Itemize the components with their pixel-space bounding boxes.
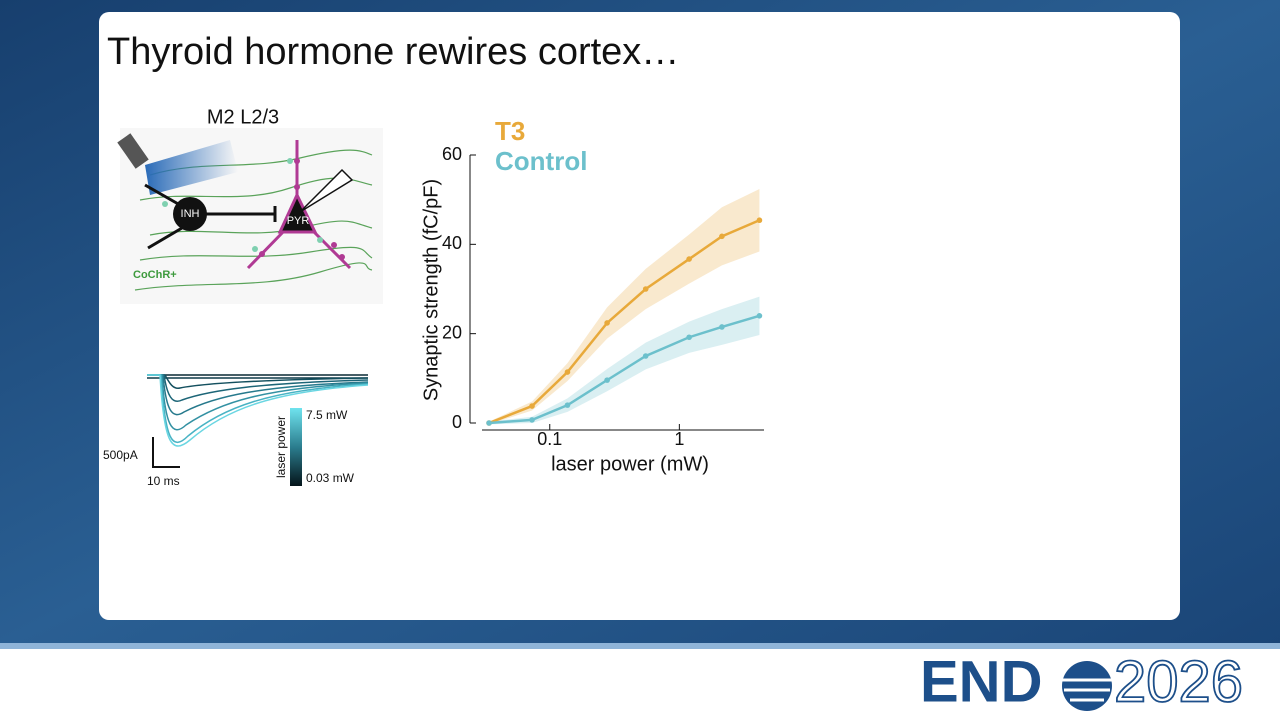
error-band (489, 296, 760, 425)
slide-card (99, 12, 1180, 620)
y-tick-label: 40 (442, 233, 462, 253)
circuit-diagram: M2 L2/3 INH PYR CoChR+ (117, 106, 383, 304)
data-point (756, 217, 763, 224)
y-tick-label: 0 (452, 412, 462, 432)
logo-left: END (920, 649, 1042, 714)
colorbar-max: 7.5 mW (306, 408, 348, 422)
footer-rule (0, 643, 1280, 649)
data-point (642, 286, 649, 292)
scale-time: 10 ms (147, 474, 180, 488)
x-tick-label: 1 (674, 429, 684, 449)
current-traces (147, 374, 369, 468)
data-point (529, 403, 535, 409)
data-point (564, 402, 571, 408)
data-point (719, 324, 725, 330)
colorbar-min: 0.03 mW (306, 471, 355, 485)
data-point (686, 334, 692, 341)
colorbar (290, 408, 302, 486)
logo: END 2026 (920, 648, 1244, 715)
legend-entry: Control (495, 146, 587, 176)
data-point (486, 420, 492, 426)
slide-title: Thyroid hormone rewires cortex… (107, 31, 679, 73)
legend-entry: T3 (495, 116, 525, 146)
y-axis-title: Synaptic strength (fC/pF) (420, 179, 442, 401)
series-line (488, 314, 760, 425)
opsin-label: CoChR+ (133, 269, 177, 281)
colorbar-label: laser power (274, 416, 288, 478)
data-point (529, 417, 535, 423)
x-axis-title: laser power (mW) (551, 453, 709, 475)
region-label: M2 L2/3 (207, 106, 279, 128)
data-point (642, 353, 649, 359)
data-point (686, 256, 692, 262)
x-tick-label: 0.1 (537, 429, 562, 449)
data-point (719, 233, 725, 240)
data-point (756, 313, 763, 319)
y-tick-label: 20 (442, 322, 462, 342)
scale-current: 500pA (103, 448, 138, 462)
data-point (564, 369, 571, 375)
inh-label: INH (181, 208, 200, 220)
pyr-label: PYR (287, 215, 310, 227)
logo-right: 2026 (1114, 649, 1243, 714)
series-line (488, 219, 760, 425)
data-point (604, 377, 610, 383)
y-tick-label: 60 (442, 144, 462, 164)
data-point (604, 320, 610, 326)
